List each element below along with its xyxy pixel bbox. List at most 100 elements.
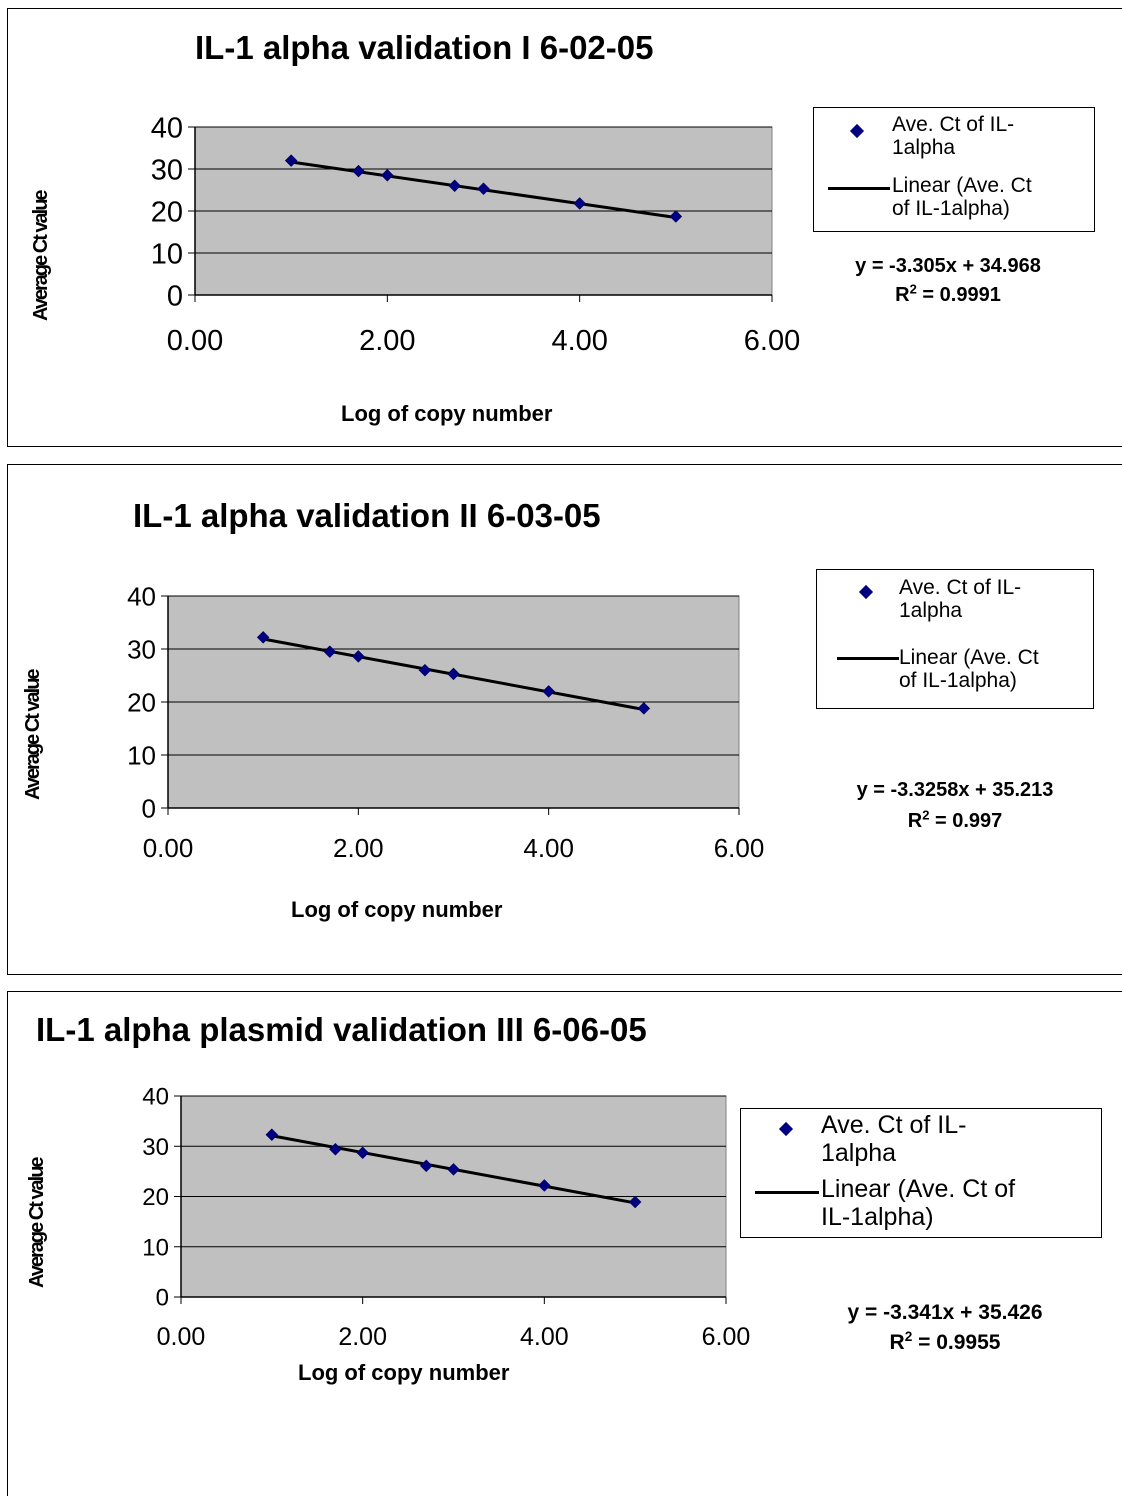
data-point bbox=[419, 1159, 433, 1173]
x-tick-label: 2.00 bbox=[359, 325, 415, 357]
legend-trendline-icon bbox=[837, 657, 899, 660]
legend-entry-markers: Ave. Ct of IL- 1alpha bbox=[892, 113, 1014, 159]
x-tick-label: 4.00 bbox=[551, 325, 607, 357]
data-point bbox=[356, 1146, 370, 1160]
x-axis-label: Log of copy number bbox=[341, 401, 553, 426]
data-point bbox=[256, 630, 270, 644]
x-tick-label: 4.00 bbox=[523, 833, 574, 863]
chart-panel-1: IL-1 alpha validation I 6-02-05 0 10 20 30 4… bbox=[7, 8, 1122, 447]
data-point bbox=[323, 645, 337, 659]
y-axis-label: Average Ct value bbox=[22, 670, 44, 800]
r-squared-prefix: R bbox=[907, 810, 923, 832]
y-tick-label: 0 bbox=[142, 793, 156, 823]
x-axis-label: Log of copy number bbox=[298, 1360, 510, 1385]
chart-panel-3: IL-1 alpha plasmid validation III 6-06-0… bbox=[7, 991, 1122, 1496]
data-point bbox=[329, 1142, 342, 1156]
y-tick-label: 0 bbox=[167, 280, 183, 312]
y-tick-label: 0 bbox=[156, 1285, 169, 1312]
legend-line-1: Ave. Ct of IL- bbox=[821, 1111, 967, 1139]
legend-line-2: 1alpha bbox=[892, 136, 956, 160]
legend-trendline-icon bbox=[828, 187, 890, 190]
chart-title: IL-1 alpha plasmid validation III 6-06-0… bbox=[36, 1011, 647, 1048]
legend-marker-icon bbox=[849, 123, 865, 139]
r-squared-value: = 0.9991 bbox=[916, 284, 1001, 306]
x-tick-label: 4.00 bbox=[520, 1323, 569, 1351]
x-tick-label: 6.00 bbox=[702, 1323, 751, 1351]
legend-line-2: 1alpha bbox=[821, 1138, 897, 1167]
trendline-equation: y = -3.3258x + 35.213 R2 = 0.997 bbox=[856, 779, 1054, 832]
legend-line-2: 1alpha bbox=[899, 599, 963, 623]
chart-plot: 0 10 20 30 40 0.00 2.00 4.00 6.00 bbox=[127, 581, 765, 863]
data-point bbox=[637, 702, 651, 715]
legend-line-3: Linear (Ave. Ct bbox=[892, 174, 1032, 197]
data-point bbox=[352, 164, 365, 178]
chart-legend: Ave. Ct of IL- 1alpha Linear (Ave. Ct of… bbox=[816, 569, 1094, 709]
x-tick-label: 2.00 bbox=[338, 1323, 387, 1351]
data-point bbox=[628, 1195, 642, 1209]
y-tick-label: 40 bbox=[127, 581, 156, 611]
data-point bbox=[447, 667, 460, 681]
data-point bbox=[448, 179, 462, 193]
y-tick-label: 10 bbox=[151, 238, 183, 270]
legend-line-1: Ave. Ct of IL- bbox=[892, 113, 1015, 136]
y-tick-label: 10 bbox=[127, 740, 156, 770]
chart-plot: 0 10 20 30 40 0.00 2.00 4.00 6.00 bbox=[151, 112, 800, 357]
x-tick-label: 6.00 bbox=[744, 325, 800, 357]
x-tick-label: 0.00 bbox=[143, 833, 194, 863]
x-tick-label: 6.00 bbox=[714, 833, 765, 863]
chart-legend: Ave. Ct of IL- 1alpha Linear (Ave. Ct of… bbox=[813, 107, 1095, 232]
y-tick-label: 20 bbox=[142, 1184, 169, 1211]
legend-line-1: Ave. Ct of IL- bbox=[899, 576, 1022, 599]
data-point bbox=[447, 1163, 460, 1176]
chart-panel-2: IL-1 alpha validation II 6-03-05 0 10 20 30… bbox=[7, 464, 1122, 975]
data-point bbox=[542, 685, 556, 698]
data-point bbox=[537, 1179, 551, 1192]
y-tick-label: 10 bbox=[142, 1234, 169, 1261]
y-axis-label: Average Ct value bbox=[30, 191, 52, 321]
data-point bbox=[418, 663, 432, 677]
x-axis-label: Log of copy number bbox=[291, 897, 503, 922]
legend-line-3: Linear (Ave. Ct bbox=[899, 646, 1039, 669]
y-tick-label: 30 bbox=[127, 634, 156, 664]
legend-line-3: Linear (Ave. Ct of bbox=[821, 1175, 1016, 1203]
legend-marker-icon bbox=[778, 1121, 794, 1137]
x-tick-label: 0.00 bbox=[167, 325, 223, 357]
chart-plot: 0 10 20 30 40 0.00 2.00 4.00 6.00 bbox=[142, 1084, 751, 1351]
y-tick-label: 30 bbox=[142, 1134, 169, 1161]
r-squared-value: = 0.9955 bbox=[912, 1331, 1001, 1354]
y-tick-label: 20 bbox=[151, 196, 183, 228]
x-tick-label: 2.00 bbox=[333, 833, 384, 863]
legend-line-4: of IL-1alpha) bbox=[899, 669, 1017, 693]
y-tick-label: 20 bbox=[127, 687, 156, 717]
data-point bbox=[380, 168, 394, 182]
data-point bbox=[351, 650, 365, 663]
legend-line-4: IL-1alpha) bbox=[821, 1202, 934, 1231]
legend-entry-markers: Ave. Ct of IL- 1alpha bbox=[899, 576, 1021, 622]
legend-entry-trendline: Linear (Ave. Ct of IL-1alpha) bbox=[821, 1175, 1016, 1231]
legend-trendline-icon bbox=[755, 1191, 819, 1194]
r-squared-value: = 0.997 bbox=[929, 810, 1003, 832]
y-tick-label: 40 bbox=[142, 1084, 169, 1111]
r-squared-prefix: R bbox=[895, 284, 910, 306]
data-point bbox=[477, 182, 490, 196]
legend-entry-trendline: Linear (Ave. Ct of IL-1alpha) bbox=[899, 646, 1039, 692]
y-tick-label: 30 bbox=[151, 154, 183, 186]
chart-title: IL-1 alpha validation II 6-03-05 bbox=[133, 497, 601, 534]
legend-marker-icon bbox=[858, 584, 874, 600]
legend-entry-markers: Ave. Ct of IL- 1alpha bbox=[821, 1111, 967, 1167]
chart-legend: Ave. Ct of IL- 1alpha Linear (Ave. Ct of… bbox=[740, 1108, 1102, 1238]
x-tick-label: 0.00 bbox=[157, 1323, 206, 1351]
equation-text: y = -3.3258x + 35.213 bbox=[856, 779, 1054, 801]
equation-text: y = -3.305x + 34.968 bbox=[855, 255, 1041, 277]
legend-line-4: of IL-1alpha) bbox=[892, 197, 1010, 221]
data-point bbox=[265, 1128, 279, 1142]
data-point bbox=[284, 154, 298, 167]
trendline-equation: y = -3.305x + 34.968 R2 = 0.9991 bbox=[855, 255, 1041, 306]
y-tick-label: 40 bbox=[151, 112, 183, 144]
chart-title: IL-1 alpha validation I 6-02-05 bbox=[195, 29, 654, 66]
y-axis-label: Average Ct value bbox=[26, 1158, 48, 1288]
equation-text: y = -3.341x + 35.426 bbox=[847, 1301, 1043, 1324]
r-squared-prefix: R bbox=[889, 1331, 905, 1354]
legend-entry-trendline: Linear (Ave. Ct of IL-1alpha) bbox=[892, 174, 1032, 220]
data-point bbox=[573, 197, 587, 210]
